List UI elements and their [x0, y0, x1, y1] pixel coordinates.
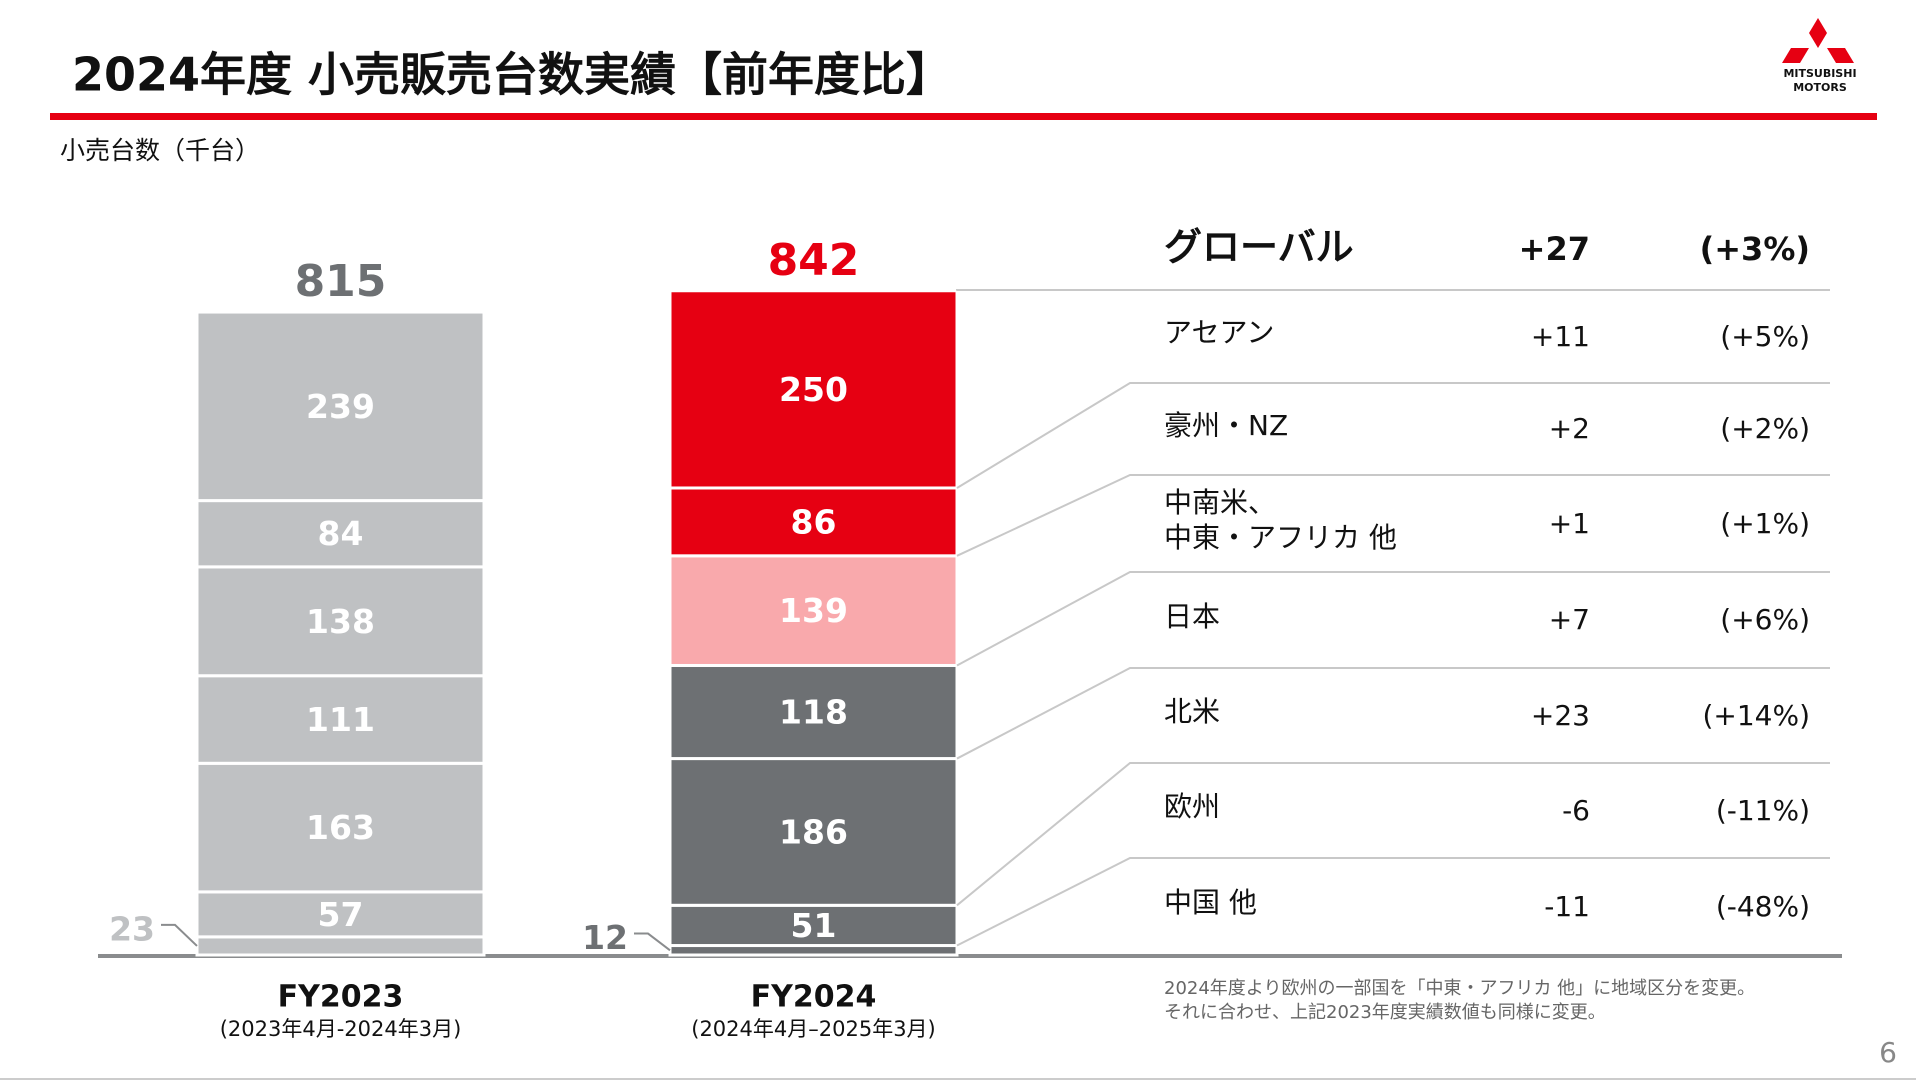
region-pct: (+1%)	[1720, 506, 1810, 540]
bar-segment	[668, 663, 959, 761]
subtitle: 小売台数（千台）	[60, 136, 260, 165]
x-tick-sublabel: (2024年4月–2025年3月)	[691, 1017, 936, 1041]
bar-segment	[668, 554, 959, 667]
bar-segment	[195, 565, 486, 678]
leader-line	[161, 923, 198, 947]
connector-line	[956, 857, 1830, 947]
segment-label: 23	[109, 909, 155, 948]
segment-label: 84	[318, 514, 364, 553]
region-pct: (+2%)	[1720, 412, 1810, 445]
segment-label: 138	[306, 602, 375, 641]
bar-segment	[668, 289, 959, 490]
title: 2024年度 小売販売台数実績【前年度比】	[72, 48, 952, 102]
segment-label: 57	[318, 895, 364, 934]
global-change: +27	[1518, 230, 1590, 268]
region-name: 中南米、 中東・アフリカ 他	[1164, 485, 1397, 554]
leader-line	[634, 932, 671, 952]
total-label: 815	[295, 256, 387, 307]
segment-label: 86	[791, 502, 837, 541]
logo: MITSUBISHI MOTORS	[1782, 18, 1857, 94]
bar-segment	[668, 486, 959, 558]
logo-text: MOTORS	[1793, 81, 1847, 94]
segment-label: 118	[779, 693, 848, 732]
segment-label: 186	[779, 812, 848, 851]
segment-label: 12	[582, 918, 628, 957]
bar-segment	[195, 890, 486, 939]
segment-label: 163	[306, 808, 375, 847]
connector-line	[956, 474, 1830, 557]
total-label: 842	[768, 235, 860, 286]
region-change: -11	[1544, 889, 1590, 923]
bar-segment	[195, 674, 486, 765]
region-pct: (+14%)	[1702, 698, 1810, 732]
bar-segment	[195, 310, 486, 503]
region-change: +2	[1548, 412, 1590, 445]
segment-label: 111	[306, 700, 375, 739]
region-name: アセアン	[1164, 316, 1275, 349]
region-name: 北米	[1164, 695, 1221, 728]
connector-line	[956, 667, 1830, 760]
connector-line	[956, 289, 1830, 291]
footnote: それに合わせ、上記2023年度実績数値も同様に変更。	[1164, 1002, 1606, 1023]
connector-line	[956, 382, 1830, 489]
bar-segment	[195, 935, 486, 957]
segment-label: 239	[306, 387, 375, 426]
region-change: +23	[1530, 698, 1590, 732]
segment-label: 139	[779, 591, 848, 630]
global-label: グローバル	[1164, 225, 1354, 269]
region-change: -6	[1562, 793, 1590, 827]
region-name: 中国 他	[1164, 886, 1257, 919]
region-change: +1	[1548, 506, 1590, 540]
region-pct: (+6%)	[1720, 603, 1810, 636]
segment-label: 250	[779, 370, 848, 409]
region-change: +11	[1530, 319, 1590, 353]
global-pct: (+3%)	[1699, 230, 1810, 268]
footnote: 2024年度より欧州の一部国を「中東・アフリカ 他」に地域区分を変更。	[1164, 978, 1756, 999]
segment-label: 51	[791, 906, 837, 945]
x-tick-sublabel: (2023年4月-2024年3月)	[220, 1017, 462, 1041]
region-pct: (-48%)	[1715, 889, 1810, 923]
page-number: 6	[1879, 1036, 1897, 1069]
x-tick-label: FY2024	[751, 980, 877, 1015]
region-name: 日本	[1164, 599, 1221, 633]
connector-line	[956, 762, 1830, 907]
region-pct: (-11%)	[1715, 793, 1810, 827]
region-name: 欧州	[1164, 790, 1221, 823]
x-tick-label: FY2023	[278, 980, 404, 1015]
region-change: +7	[1548, 603, 1590, 636]
region-pct: (+5%)	[1720, 319, 1810, 353]
title-rule	[50, 113, 1877, 120]
logo-text: MITSUBISHI	[1783, 67, 1856, 80]
connector-line	[956, 571, 1830, 667]
region-name: 豪州・NZ	[1164, 408, 1289, 442]
